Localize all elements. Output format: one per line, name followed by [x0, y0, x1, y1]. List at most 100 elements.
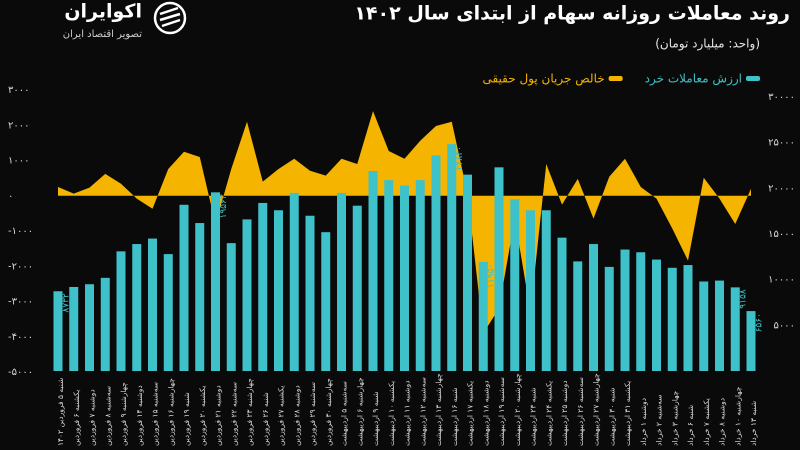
bar [352, 205, 362, 371]
bar [683, 265, 693, 371]
bar [337, 192, 346, 371]
x-tick-label: یکشنبه ۲۷ فروردین [277, 386, 286, 446]
bar [242, 219, 252, 371]
bar [510, 199, 520, 371]
bar [195, 223, 205, 371]
bar [541, 210, 551, 371]
x-tick-label: دوشنبه ۲۸ فروردین [292, 385, 301, 446]
x-tick-label: یکشنبه ۷ خرداد [702, 398, 711, 446]
x-tick-label: دوشنبه ۱۱ اردیبهشت [403, 380, 412, 446]
x-tick-label: سه‌شنبه ۲۶ اردیبهشت [576, 377, 585, 446]
x-tick-label: چهارشنبه ۲۳ فروردین [245, 378, 254, 446]
x-tick-label: چهارشنبه ۶ اردیبهشت [355, 377, 364, 446]
x-tick-label: شنبه ۶ خرداد [686, 405, 695, 446]
data-label: ۸۷۳۲ [62, 293, 72, 313]
y-tick-label: -۲۰۰۰ [8, 261, 33, 272]
bar [226, 243, 236, 371]
bar [652, 259, 661, 371]
x-tick-label: سه‌شنبه ۲ خرداد [655, 395, 664, 446]
legend-swatch [746, 76, 760, 81]
x-tick-label: شنبه ۵ فروردین ۱۴۰۲ [56, 378, 65, 446]
y-tick-label: ۳۰۰۰ [8, 85, 29, 96]
x-tick-label: سه‌شنبه ۸ فروردین [103, 386, 112, 446]
x-tick-label: سه‌شنبه ۱۵ فروردین [151, 382, 160, 446]
bar [289, 192, 299, 371]
bar [589, 244, 598, 371]
bar [667, 267, 677, 371]
chart-subtitle: (واحد: میلیارد تومان) [655, 37, 760, 52]
x-tick-label: سه‌شنبه ۱۲ اردیبهشت [418, 377, 427, 446]
x-tick-label: شنبه ۲۶ فروردین [261, 392, 270, 446]
x-tick-label: سه‌شنبه ۱۹ اردیبهشت [497, 377, 506, 446]
data-label: ۲۴۸۴۰ [455, 146, 465, 170]
bar [557, 237, 567, 371]
bar [573, 261, 583, 371]
x-tick-label: دوشنبه ۱۸ اردیبهشت [481, 380, 490, 446]
bar [746, 311, 756, 371]
bar [69, 286, 79, 371]
x-tick-label: یکشنبه ۳۱ اردیبهشت [623, 381, 632, 446]
x-tick-label: یکشنبه ۶ فروردین [72, 390, 81, 446]
data-label: ۱۹۵۶۳ [219, 194, 229, 218]
bar [53, 291, 63, 371]
data-label: ۶۵۶۰ [755, 313, 765, 332]
bar [368, 170, 378, 371]
y2-tick-label: ۱۰۰۰۰ [768, 275, 795, 286]
logo: اکوایران تصویر اقتصاد ایران [63, 1, 187, 40]
bar [100, 277, 110, 371]
x-tick-label: چهارشنبه ۳۰ فروردین [324, 378, 333, 446]
bar [163, 254, 173, 371]
bar [699, 281, 709, 371]
x-tick-label: شنبه ۲۳ اردیبهشت [529, 387, 538, 446]
bar [258, 202, 268, 371]
bar [730, 287, 740, 371]
y2-tick-label: ۳۰۰۰۰ [768, 92, 795, 103]
bar [604, 266, 614, 371]
x-tick-label: چهارشنبه ۹ فروردین [119, 382, 128, 446]
bar [636, 252, 646, 371]
x-tick-label: دوشنبه ۸ خرداد [718, 398, 727, 446]
x-tick-label: چهارشنبه ۳ خرداد [670, 390, 679, 446]
x-tick-label: چهارشنبه ۲۰ اردیبهشت [513, 373, 522, 446]
bar [447, 144, 457, 371]
bar [463, 174, 472, 371]
brand-tagline: تصویر اقتصاد ایران [63, 29, 142, 40]
y-tick-label: -۴۰۰۰ [8, 332, 33, 343]
bar [321, 232, 331, 371]
data-label: ۱۱۹۵۰ [487, 264, 497, 288]
y-tick-label: ۲۰۰۰ [8, 120, 29, 131]
y2-tick-label: ۱۵۰۰۰ [768, 229, 795, 240]
x-tick-label: شنبه ۱۶ اردیبهشت [450, 387, 459, 446]
x-tick-label: شنبه ۹ اردیبهشت [371, 391, 380, 446]
bar [715, 280, 724, 371]
x-tick-label: یکشنبه ۲۰ فروردین [198, 386, 207, 446]
bar [85, 284, 94, 371]
bar [274, 210, 283, 371]
y-tick-label: ۰ [8, 191, 13, 202]
bar [415, 180, 425, 371]
x-tick-label: چهارشنبه ۱۳ اردیبهشت [434, 373, 443, 446]
x-tick-label: شنبه ۳۰ اردیبهشت [607, 387, 616, 446]
bar [211, 192, 220, 371]
x-tick-label: دوشنبه ۷ فروردین [88, 389, 97, 446]
legend-label: ارزش معاملات خرد [645, 72, 742, 87]
x-tick-label: یکشنبه ۲۴ اردیبهشت [544, 381, 553, 446]
bar [494, 167, 504, 371]
bar [116, 251, 126, 371]
x-tick-label: چهارشنبه ۱۰ خرداد [733, 386, 742, 446]
x-tick-label: سه‌شنبه ۵ اردیبهشت [340, 381, 349, 446]
x-tick-label: چهارشنبه ۲۷ اردیبهشت [592, 373, 601, 446]
y2-tick-label: ۲۵۰۰۰ [768, 138, 795, 149]
x-tick-label: یکشنبه ۱۰ اردیبهشت [387, 381, 396, 446]
y2-tick-label: ۵۰۰۰ [774, 320, 795, 331]
bar [400, 185, 409, 371]
bar [132, 244, 142, 371]
x-tick-label: شنبه ۱۳ خرداد [749, 401, 758, 446]
x-tick-label: دوشنبه ۱۴ فروردین [135, 385, 144, 446]
bar [305, 215, 315, 371]
brand-name: اکوایران [64, 1, 142, 23]
bar [526, 210, 535, 371]
bar [431, 155, 441, 371]
y-tick-label: -۳۰۰۰ [8, 297, 33, 308]
